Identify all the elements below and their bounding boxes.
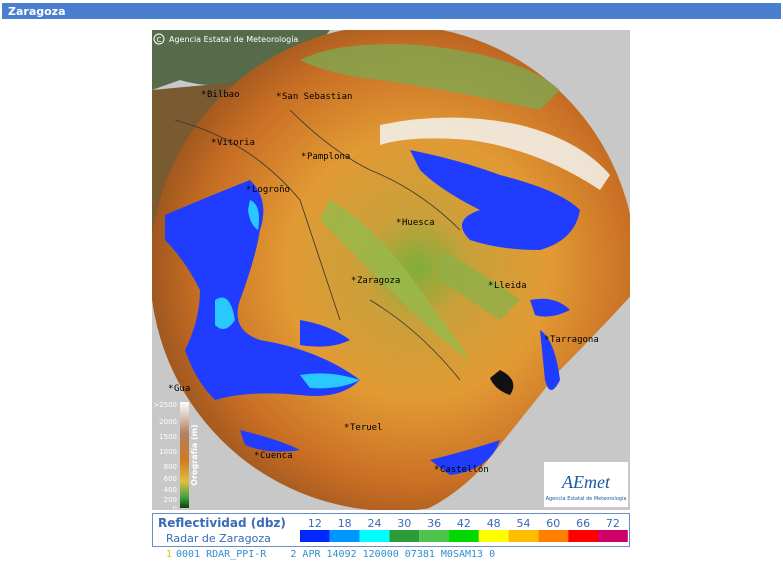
city-label: Cuenca [260, 451, 293, 461]
status-bar [152, 547, 630, 560]
status-index: 1 [166, 549, 172, 560]
orography-bar [180, 402, 189, 508]
color-swatch [598, 530, 628, 542]
logo-box [544, 462, 628, 507]
city-label: Logroño [252, 185, 290, 195]
orography-label: 0 [173, 505, 177, 513]
orography-label: 1500 [159, 433, 177, 441]
scale-label: 12 [308, 517, 322, 530]
city-marker: * [351, 276, 356, 286]
city-label: Bilbao [207, 90, 240, 100]
precipitation [165, 150, 580, 475]
scale-label: 60 [546, 517, 560, 530]
scale-label: 54 [517, 517, 531, 530]
logo-name: AEmet [561, 472, 611, 492]
copyright-symbol: C [157, 36, 162, 44]
scale-label: 30 [397, 517, 411, 530]
city-marker: * [211, 138, 216, 148]
orography-label: 200 [164, 496, 177, 504]
orography-labels: >2500 2000 1500 1000 800 600 400 2000 [153, 401, 177, 513]
header-bar [2, 3, 781, 19]
orography-title: Orografía (m) [190, 424, 199, 485]
copyright: Agencia Estatal de Meteorología [169, 35, 298, 44]
city-label: Lleida [494, 281, 527, 291]
color-swatch [568, 530, 598, 542]
city-label: Zaragoza [357, 276, 400, 286]
city-label: San Sebastian [282, 92, 352, 102]
orography-label: 400 [164, 486, 177, 494]
legend-subtitle: Radar de Zaragoza [166, 532, 271, 545]
city-marker: * [168, 384, 173, 394]
city-marker: * [246, 185, 251, 195]
city-label: Vitoria [217, 138, 255, 148]
city-marker: * [396, 218, 401, 228]
status-text: 0001 RDAR_PPI-R 2 APR 14092 120000 07381… [176, 549, 495, 560]
logo-subtitle: Agencia Estatal de Meteorología [546, 495, 627, 502]
city-label: Pamplona [307, 152, 350, 162]
color-swatch [419, 530, 449, 542]
orography-label: 2000 [159, 418, 177, 426]
city-label: Teruel [350, 423, 383, 433]
scale-label: 24 [368, 517, 382, 530]
color-swatch [538, 530, 569, 542]
color-swatch [300, 530, 330, 542]
scale-label: 66 [576, 517, 590, 530]
city-label: Gua [174, 384, 190, 394]
city-marker: * [544, 335, 549, 345]
city-marker: * [276, 92, 281, 102]
scale-label: 18 [338, 517, 352, 530]
city-marker: * [254, 451, 259, 461]
scale-label: 36 [427, 517, 441, 530]
radar-map [152, 30, 630, 510]
color-swatch [478, 530, 509, 542]
city-labels: * Bilbao * San Sebastian* Vitoria* Pamplona* L… [168, 90, 599, 475]
reflectivity-scale: 12 18 24 30 36 42 48 54 60 66 72 [300, 517, 628, 542]
city-marker: * [344, 423, 349, 433]
orography-label: >2500 [153, 401, 177, 409]
city-label: Tarragona [550, 335, 599, 345]
city-marker: * [201, 90, 206, 100]
city-marker: * [488, 281, 493, 291]
city-label: Huesca [402, 218, 435, 228]
color-swatch [508, 530, 539, 542]
city-marker: * [434, 465, 439, 475]
header-title: Zaragoza [8, 5, 66, 18]
orography-label: 600 [164, 475, 177, 483]
scale-label: 48 [487, 517, 501, 530]
city-marker: * [301, 152, 306, 162]
color-swatch [449, 530, 479, 542]
orography-label: 1000 [159, 448, 177, 456]
color-swatch [329, 530, 360, 542]
city-label: Castellón [440, 464, 489, 475]
scale-label: 42 [457, 517, 471, 530]
scale-label: 72 [606, 517, 620, 530]
color-swatch [359, 530, 390, 542]
color-swatch [389, 530, 420, 542]
orography-label: 800 [164, 463, 177, 471]
legend-title: Reflectividad (dbz) [158, 516, 286, 530]
